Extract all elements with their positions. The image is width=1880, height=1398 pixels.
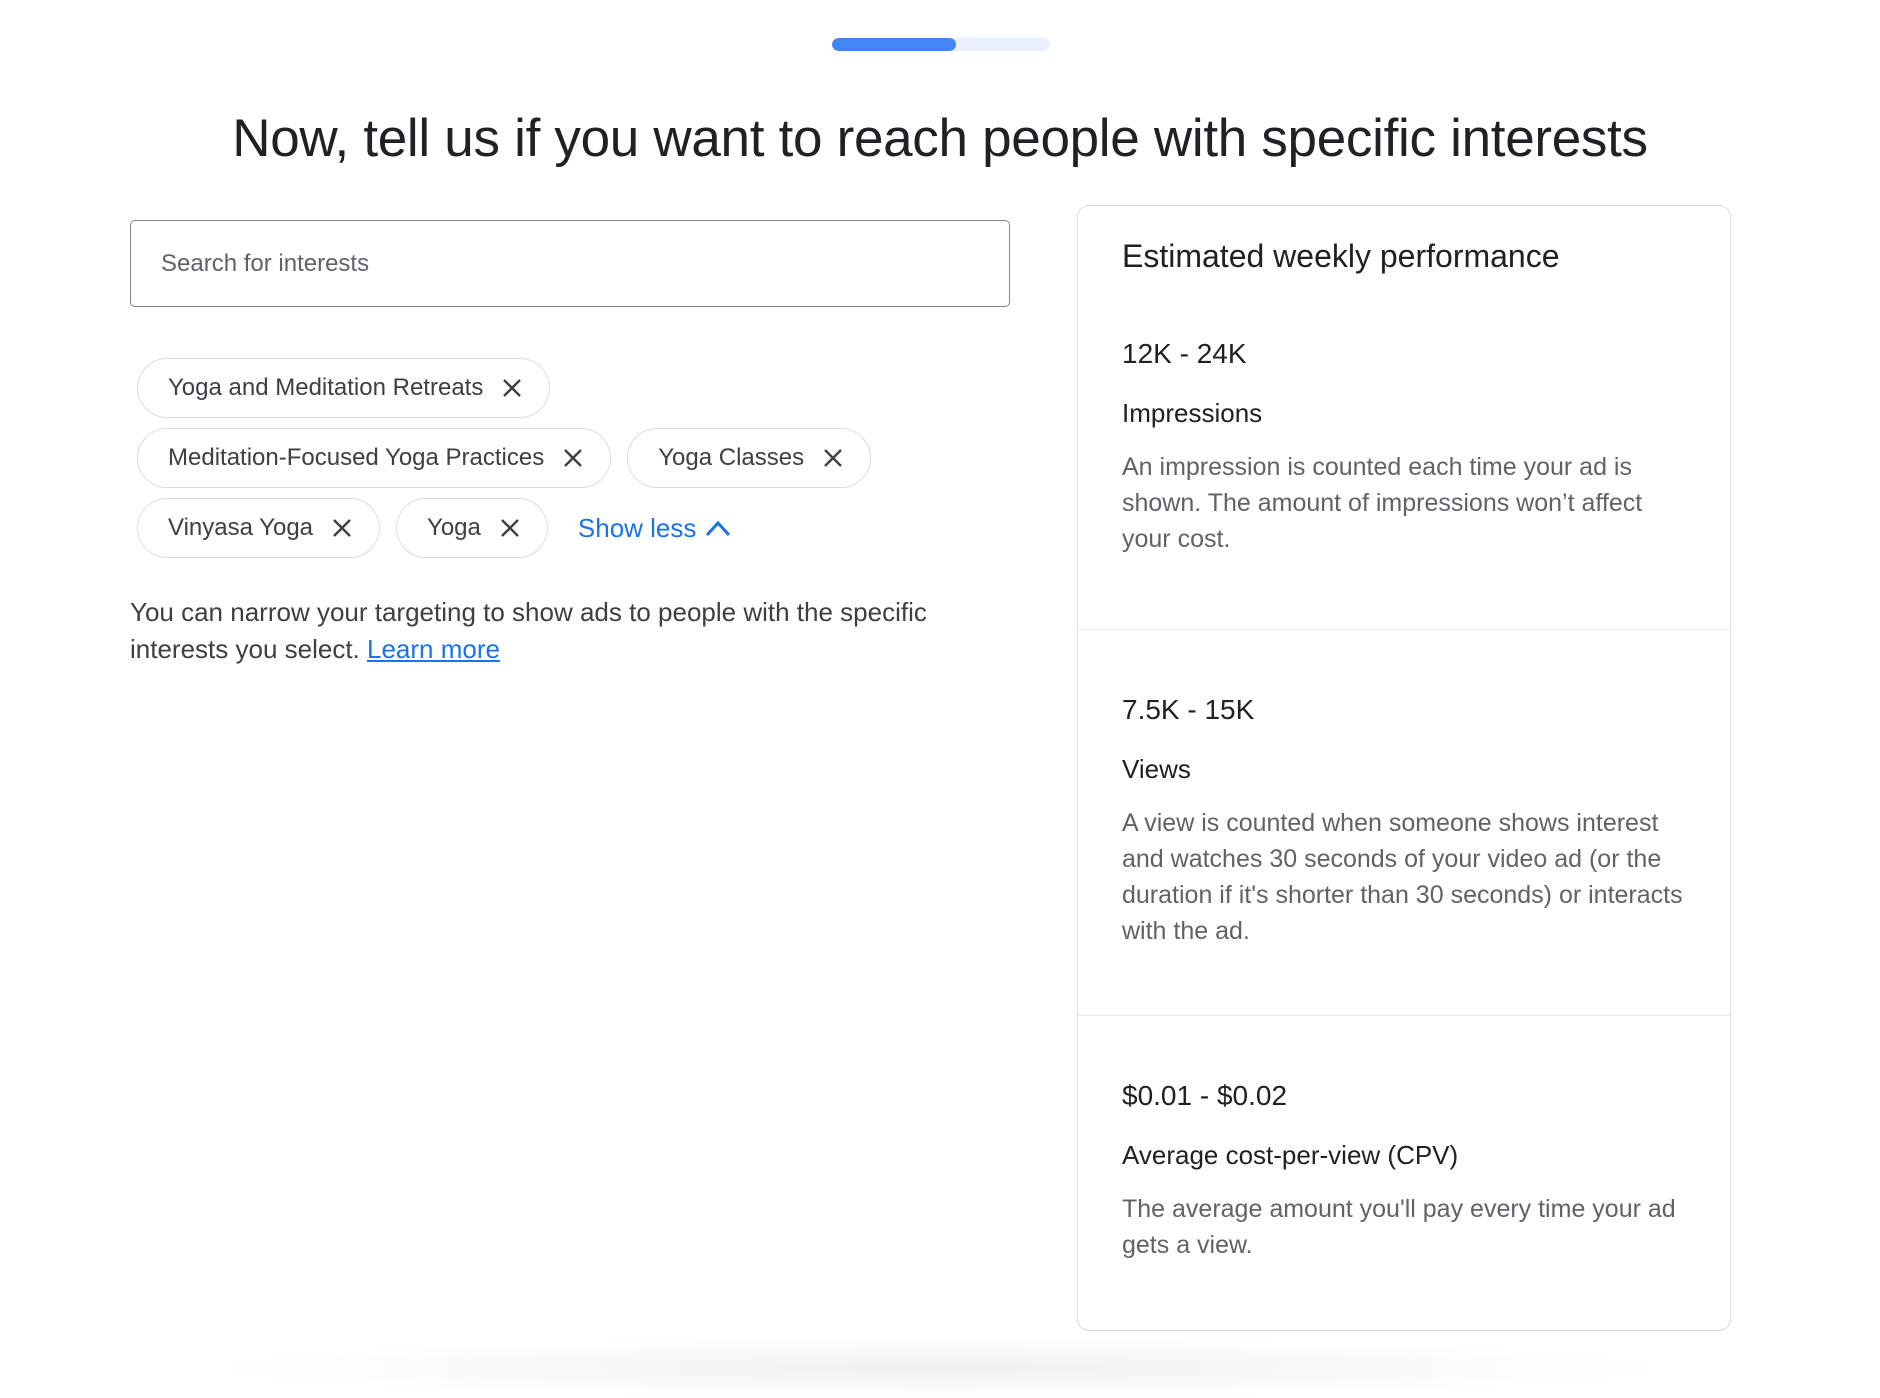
bottom-shadow (200, 1338, 1680, 1398)
show-less-button[interactable]: Show less (578, 513, 733, 544)
progress-bar (832, 38, 1050, 51)
chip-label: Yoga and Meditation Retreats (168, 374, 484, 401)
search-input[interactable] (130, 220, 1010, 307)
interest-chip[interactable]: Meditation-Focused Yoga Practices (137, 428, 612, 488)
page-title: Now, tell us if you want to reach people… (232, 109, 1648, 168)
note-text: You can narrow your targeting to show ad… (130, 597, 927, 664)
close-icon[interactable] (501, 377, 523, 399)
targeting-note: You can narrow your targeting to show ad… (130, 594, 1010, 668)
metric-value: 12K - 24K (1122, 338, 1247, 369)
interest-chip[interactable]: Yoga (396, 498, 548, 558)
impressions-section: 12K - 24K Impressions An impression is c… (1078, 338, 1730, 557)
performance-card: Estimated weekly performance 12K - 24K I… (1077, 205, 1731, 1331)
chip-label: Yoga Classes (658, 444, 805, 471)
close-icon[interactable] (562, 447, 584, 469)
learn-more-link[interactable]: Learn more (367, 634, 500, 664)
chip-label: Yoga (427, 514, 481, 541)
metric-label: Average cost-per-view (CPV) (1122, 1140, 1459, 1170)
metric-description: A view is counted when someone shows int… (1122, 809, 1683, 945)
close-icon[interactable] (499, 517, 521, 539)
metric-label: Impressions (1122, 398, 1263, 428)
interest-chip[interactable]: Vinyasa Yoga (137, 498, 381, 558)
card-title: Estimated weekly performance (1122, 238, 1560, 274)
chip-label: Meditation-Focused Yoga Practices (168, 444, 545, 471)
metric-value: $0.01 - $0.02 (1122, 1080, 1288, 1111)
interest-chip[interactable]: Yoga Classes (627, 428, 872, 488)
selected-interests: Yoga and Meditation Retreats Meditation-… (137, 358, 1017, 568)
metric-description: The average amount you'll pay every time… (1122, 1195, 1676, 1259)
interest-chip[interactable]: Yoga and Meditation Retreats (137, 358, 551, 418)
cpv-section: $0.01 - $0.02 Average cost-per-view (CPV… (1078, 1015, 1730, 1263)
chevron-up-icon (706, 520, 731, 537)
close-icon[interactable] (331, 517, 353, 539)
close-icon[interactable] (822, 447, 844, 469)
metric-label: Views (1122, 754, 1191, 784)
views-section: 7.5K - 15K Views A view is counted when … (1078, 629, 1730, 949)
chip-label: Vinyasa Yoga (168, 514, 314, 541)
metric-description: An impression is counted each time your … (1122, 453, 1643, 553)
metric-value: 7.5K - 15K (1122, 694, 1255, 725)
show-less-label: Show less (577, 512, 697, 543)
progress-fill (832, 38, 957, 51)
